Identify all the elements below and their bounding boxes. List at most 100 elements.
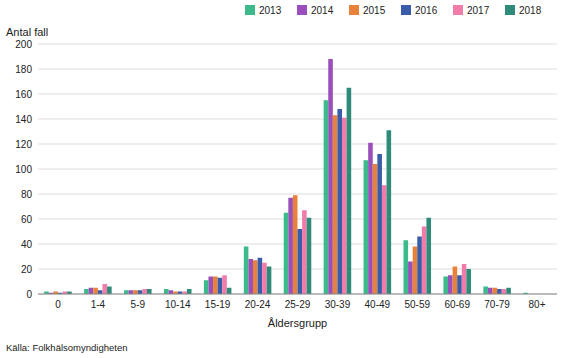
x-tick-label: 70-79 [484, 299, 510, 310]
x-tick-label: 10-14 [165, 299, 191, 310]
bar [387, 130, 392, 294]
y-tick-label: 0 [26, 289, 32, 300]
bar [307, 218, 312, 294]
bar [248, 259, 253, 294]
bar [187, 289, 192, 294]
bar [453, 267, 458, 295]
bar [382, 185, 387, 294]
bar [488, 288, 493, 294]
bar [227, 288, 232, 294]
legend-label: 2018 [519, 5, 542, 16]
bar [222, 275, 227, 294]
bar [497, 289, 502, 294]
bar [443, 277, 448, 295]
y-tick-label: 100 [15, 164, 32, 175]
chart-container: 02040608010012014016018020001-45-910-141… [0, 0, 567, 358]
bar [147, 289, 152, 294]
y-tick-label: 180 [15, 64, 32, 75]
bar [129, 290, 134, 294]
bar [426, 218, 431, 294]
bar [506, 288, 511, 294]
bar [218, 278, 223, 294]
x-tick-label: 60-69 [444, 299, 470, 310]
bar [328, 59, 333, 294]
bar [93, 288, 98, 294]
x-axis-label: Åldersgrupp [268, 317, 327, 329]
bar [408, 262, 413, 295]
bar [502, 289, 507, 294]
bar [124, 290, 129, 294]
x-tick-label: 30-39 [325, 299, 351, 310]
y-tick-label: 120 [15, 139, 32, 150]
legend-swatch [297, 5, 307, 15]
bar [422, 227, 427, 295]
y-tick-label: 140 [15, 114, 32, 125]
grid-line [38, 119, 557, 120]
y-tick-label: 20 [21, 264, 33, 275]
legend-label: 2017 [467, 5, 490, 16]
x-tick-label: 80+ [529, 299, 546, 310]
bar [267, 267, 272, 295]
bar [333, 115, 338, 294]
bar [448, 275, 453, 294]
legend-swatch [401, 5, 411, 15]
bar [368, 143, 373, 294]
bar [208, 277, 213, 295]
bar [107, 287, 112, 295]
x-tick-label: 40-49 [365, 299, 391, 310]
grid-line [38, 294, 557, 295]
bar [284, 213, 289, 294]
grid-line [38, 194, 557, 195]
bar [102, 284, 107, 294]
x-tick-label: 15-19 [205, 299, 231, 310]
legend: 201320142015201620172018 [245, 5, 542, 16]
y-axis-label: Antal fall [6, 26, 48, 38]
y-tick-label: 60 [21, 214, 33, 225]
bar [138, 290, 143, 294]
bar [164, 289, 169, 294]
grid-line [38, 94, 557, 95]
x-tick-label: 1-4 [91, 299, 106, 310]
bar [89, 288, 94, 294]
bar [258, 258, 263, 294]
bar [204, 280, 209, 294]
bar [462, 264, 467, 294]
grid [38, 44, 557, 294]
bar [417, 237, 422, 295]
y-tick-label: 200 [15, 39, 32, 50]
bar [493, 288, 498, 294]
grid-line [38, 69, 557, 70]
bar [244, 247, 249, 295]
bar [302, 210, 307, 294]
bar [457, 275, 462, 294]
bar [298, 229, 303, 294]
legend-swatch [245, 5, 255, 15]
bars [44, 59, 528, 294]
bar [293, 195, 298, 294]
legend-label: 2015 [363, 5, 386, 16]
bar [288, 198, 293, 294]
bar [347, 88, 352, 294]
bar [413, 247, 418, 295]
x-tick-label: 0 [55, 299, 61, 310]
bar [169, 290, 174, 294]
legend-label: 2014 [311, 5, 334, 16]
y-tick-label: 80 [21, 189, 33, 200]
bar [98, 290, 103, 294]
bar [466, 269, 471, 294]
y-tick-label: 40 [21, 239, 33, 250]
bar [253, 260, 258, 294]
bar [84, 289, 89, 294]
y-tick-label: 160 [15, 89, 32, 100]
chart-svg: 02040608010012014016018020001-45-910-141… [0, 0, 567, 358]
bar [364, 160, 369, 294]
bar [337, 109, 342, 294]
bar [262, 263, 267, 294]
bar [213, 277, 218, 295]
grid-line [38, 44, 557, 45]
bar [342, 118, 347, 294]
x-tick-label: 25-29 [285, 299, 311, 310]
grid-line [38, 169, 557, 170]
bar [133, 290, 138, 294]
bar [377, 154, 382, 294]
